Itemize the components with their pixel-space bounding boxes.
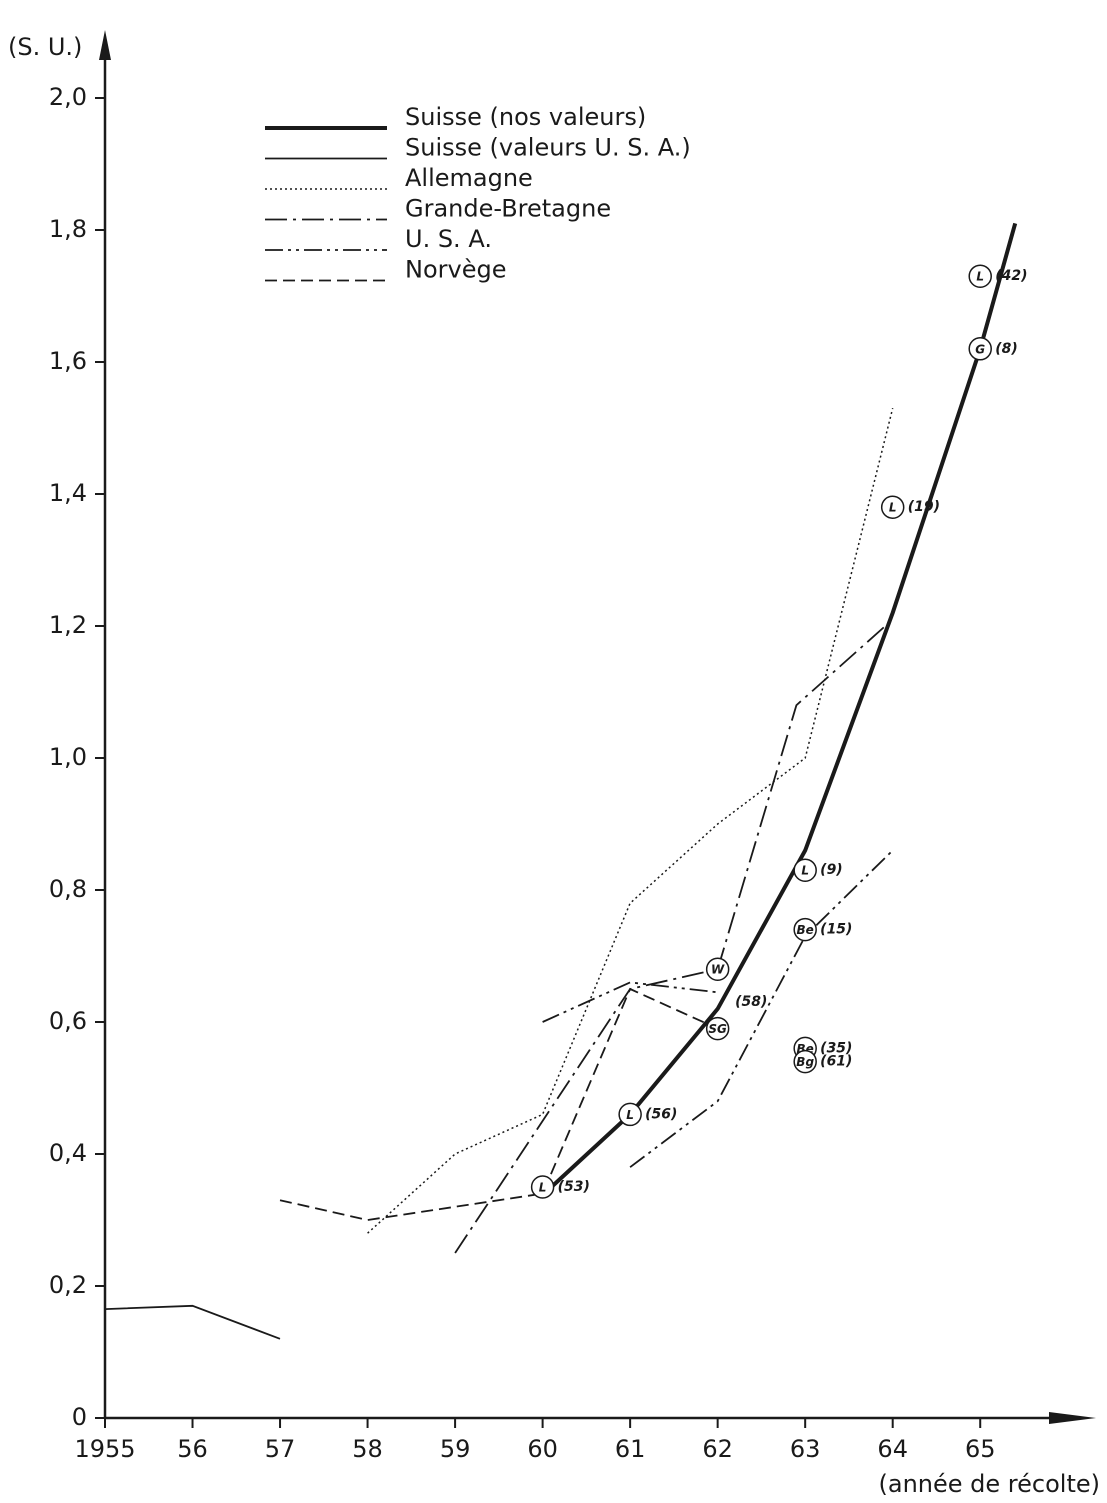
legend-label: Suisse (valeurs U. S. A.) (405, 134, 691, 162)
legend-label: Suisse (nos valeurs) (405, 103, 646, 131)
annotation-marker (793, 917, 817, 942)
series-line (104, 1304, 281, 1340)
legend-label: Norvège (405, 256, 506, 284)
x-tick-label: 62 (702, 1435, 733, 1463)
annotation-marker-label: SG (708, 1022, 727, 1036)
y-axis-label: (S. U.) (8, 33, 82, 61)
annotation-marker-label: L (889, 501, 897, 515)
legend-label: U. S. A. (405, 225, 492, 253)
annotation-marker (968, 337, 992, 361)
x-tick-label: 60 (527, 1435, 558, 1463)
y-tick-label: 0 (72, 1403, 87, 1431)
x-tick-label: 65 (965, 1435, 996, 1463)
x-tick-label: 59 (440, 1435, 471, 1463)
annotation-marker-label: W (711, 963, 725, 977)
annotation-marker (618, 1102, 642, 1127)
y-tick-label: 1,2 (49, 611, 87, 639)
annotation-label: (42) (995, 268, 1027, 284)
annotation-marker (880, 495, 905, 519)
x-tick-label: 64 (877, 1435, 908, 1463)
legend-label: Allemagne (405, 164, 533, 192)
y-tick-label: 0,4 (49, 1139, 87, 1167)
x-tick-label: 63 (790, 1435, 821, 1463)
annotation-marker-label: G (975, 342, 985, 356)
x-tick-label: 1955 (74, 1435, 135, 1463)
y-tick-label: 0,2 (49, 1271, 87, 1299)
annotation-marker (705, 957, 730, 981)
annotation-label: (19) (908, 499, 940, 515)
y-tick-label: 0,8 (49, 875, 87, 903)
annotation-marker (793, 1049, 817, 1074)
annotation-label: (9) (820, 862, 843, 878)
series-line (279, 987, 719, 1221)
annotation-label: (53) (558, 1179, 590, 1195)
annotation-label: (35) (820, 1040, 852, 1056)
annotation-marker-label: L (801, 864, 809, 878)
x-tick-label: 58 (352, 1435, 383, 1463)
annotation-marker-label: L (626, 1108, 634, 1122)
y-tick-label: 1,4 (49, 479, 87, 507)
series-line (550, 222, 1018, 1189)
annotation-marker-label: L (539, 1181, 547, 1195)
legend-label: Grande-Bretagne (405, 195, 611, 223)
annotation-marker (968, 264, 992, 288)
annotation-label: (58) (735, 994, 767, 1010)
x-axis-arrow (1049, 1412, 1096, 1424)
series-line (367, 408, 894, 1234)
annotation-marker-label: Be (797, 923, 814, 937)
y-tick-label: 1,6 (49, 347, 87, 375)
x-tick-label: 57 (265, 1435, 296, 1463)
y-tick-label: 0,6 (49, 1007, 87, 1035)
annotation-marker-label: L (976, 270, 984, 284)
annotation-marker (530, 1175, 555, 1199)
annotation-label: (15) (820, 922, 852, 938)
annotation-marker (705, 1016, 730, 1041)
series-line (542, 849, 894, 1168)
y-tick-label: 1,0 (49, 743, 87, 771)
y-tick-label: 2,0 (49, 83, 87, 111)
x-axis-label: (année de récolte) (879, 1470, 1100, 1498)
annotation-label: (56) (645, 1106, 677, 1122)
x-tick-label: 56 (177, 1435, 208, 1463)
annotation-marker-label: Bg (796, 1055, 814, 1069)
annotation-marker (793, 858, 817, 882)
x-tick-label: 61 (615, 1435, 646, 1463)
y-tick-label: 1,8 (49, 215, 87, 243)
y-axis-arrow (99, 30, 111, 60)
annotation-label: (8) (995, 341, 1018, 357)
annotation-label: (61) (820, 1054, 852, 1070)
